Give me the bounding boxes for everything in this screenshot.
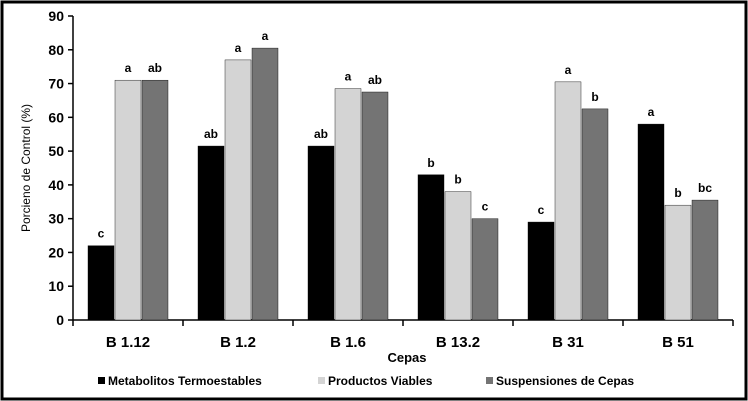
bar [637, 123, 665, 321]
x-category-label: B 31 [552, 334, 584, 351]
y-tick-label: 20 [48, 244, 64, 260]
bar-significance-label: a [648, 105, 655, 119]
bar-significance-label: b [674, 186, 681, 200]
bar [224, 59, 252, 321]
y-tick-label: 0 [56, 312, 64, 328]
bar [307, 145, 335, 321]
bar-significance-label: a [565, 63, 572, 77]
bar-significance-label: a [235, 41, 242, 55]
bar-significance-label: ab [368, 73, 382, 87]
bar-significance-label: a [125, 61, 132, 75]
bar [87, 245, 115, 321]
bar-significance-label: c [538, 203, 545, 217]
bar [527, 221, 555, 321]
bar-significance-label: b [427, 156, 434, 170]
bar-significance-label: a [345, 70, 352, 84]
y-tick-label: 90 [48, 8, 64, 24]
bar [417, 174, 445, 321]
x-axis-title: Cepas [387, 350, 426, 365]
legend-swatch [486, 377, 493, 384]
axes [68, 15, 734, 326]
bar [361, 91, 389, 321]
bar [664, 204, 692, 321]
bar-significance-label: bc [698, 181, 712, 195]
y-axis-title: Porcieno de Control (%) [19, 104, 33, 232]
x-category-label: B 51 [662, 334, 694, 351]
bar [141, 79, 169, 321]
bar-significance-label: b [454, 173, 461, 187]
bar-significance-label: b [591, 90, 598, 104]
y-tick-label: 50 [48, 143, 64, 159]
legend: Metabolitos Termoestables Productos Viabl… [98, 374, 634, 388]
legend-label: Metabolitos Termoestables [108, 374, 262, 388]
bar [114, 79, 142, 321]
bar [251, 47, 279, 321]
x-category-label: B 1.2 [220, 334, 256, 351]
bar [691, 199, 719, 321]
bar-significance-label: a [262, 29, 269, 43]
bar [334, 88, 362, 321]
y-tick-label: 80 [48, 42, 64, 58]
bars [87, 47, 719, 321]
bar-significance-label: ab [204, 127, 218, 141]
bar [581, 108, 609, 321]
y-tick-label: 70 [48, 76, 64, 92]
legend-label: Productos Viables [328, 374, 433, 388]
bar [197, 145, 225, 321]
y-tick-label: 30 [48, 211, 64, 227]
bar-significance-label: c [98, 227, 105, 241]
bar [471, 218, 499, 321]
x-category-label: B 1.12 [106, 334, 150, 351]
x-category-label: B 1.6 [330, 334, 366, 351]
bar-significance-label: c [482, 200, 489, 214]
x-category-label: B 13.2 [436, 334, 480, 351]
bar-significance-label: ab [148, 61, 162, 75]
y-tick-label: 60 [48, 109, 64, 125]
bar-significance-label: ab [314, 127, 328, 141]
legend-swatch [98, 377, 105, 384]
bar [444, 191, 472, 321]
y-tick-label: 40 [48, 177, 64, 193]
y-tick-label: 10 [48, 278, 64, 294]
bar [554, 81, 582, 321]
legend-label: Suspensiones de Cepas [496, 374, 634, 388]
legend-swatch [318, 377, 325, 384]
